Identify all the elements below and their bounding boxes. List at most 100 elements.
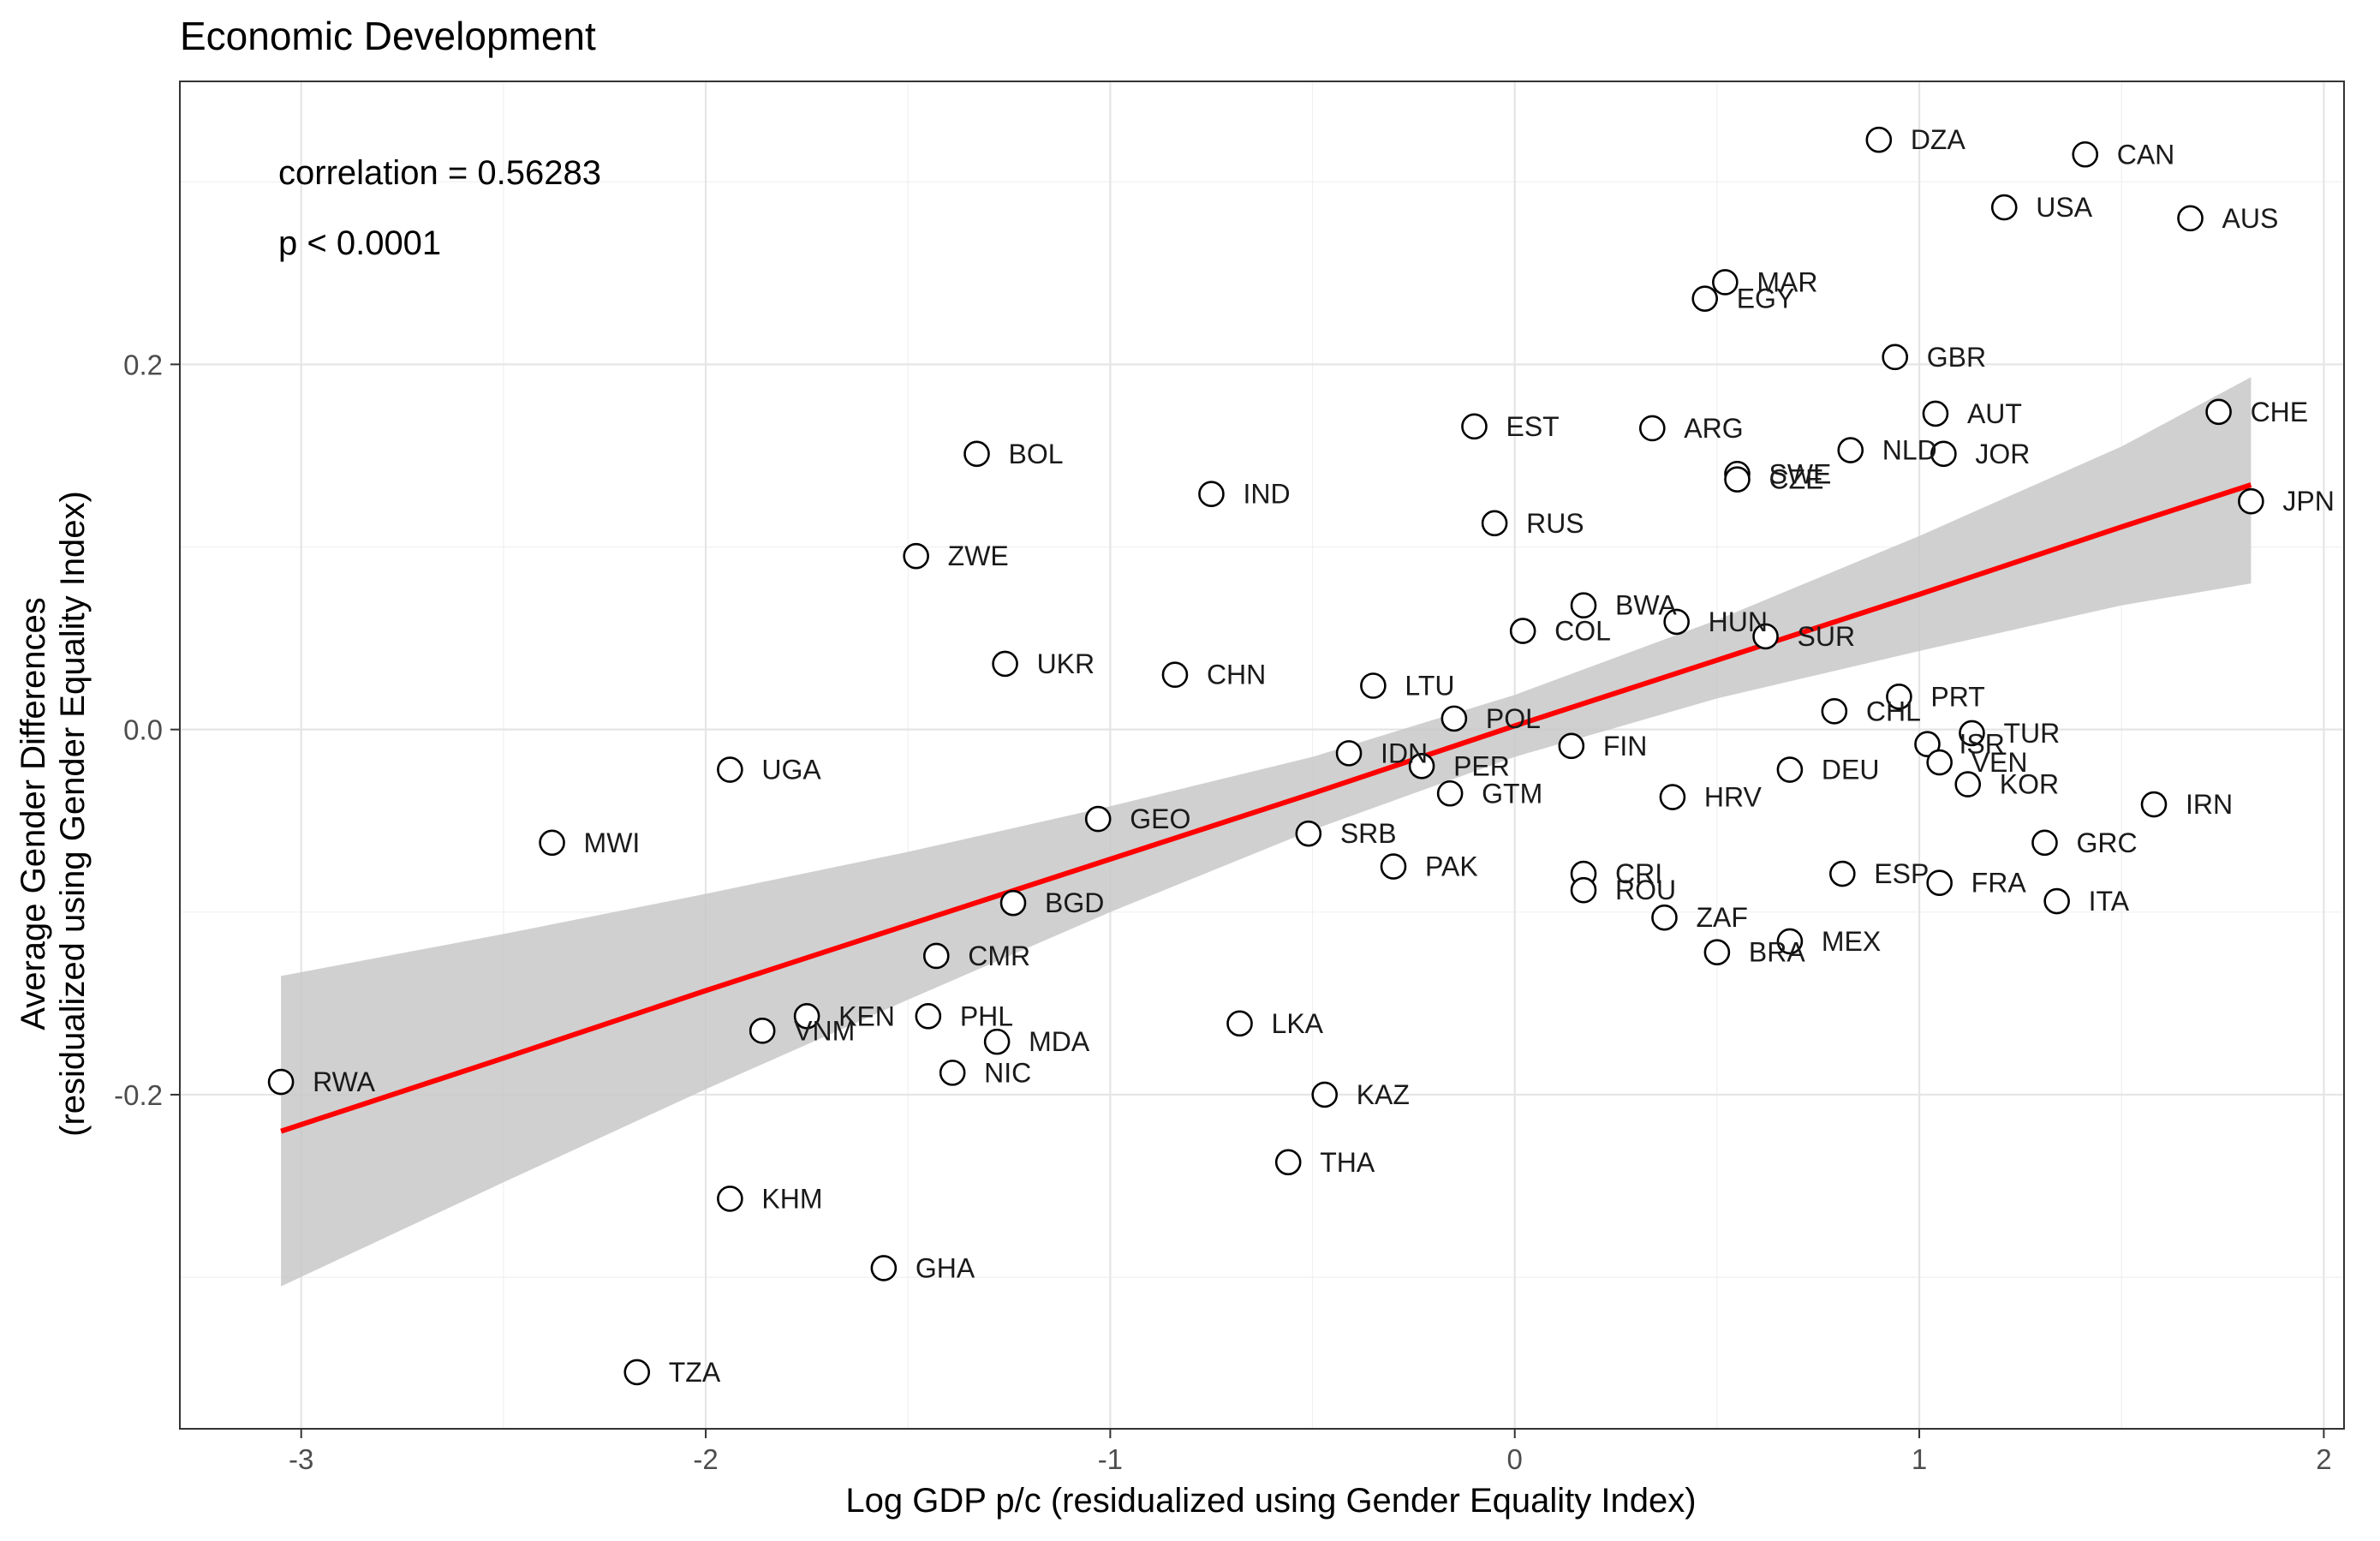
point-label-est: EST — [1506, 411, 1559, 442]
x-axis-title: Log GDP p/c (residualized using Gender E… — [845, 1482, 1696, 1520]
point-rus — [1481, 510, 1508, 537]
point-rwa — [267, 1068, 295, 1096]
point-ita — [2043, 887, 2070, 915]
point-label-tha: THA — [1320, 1147, 1375, 1178]
point-label-col: COL — [1554, 616, 1611, 647]
p-value-annotation: p < 0.0001 — [278, 224, 441, 262]
point-zaf — [1651, 904, 1678, 931]
point-label-swe: SWE — [1769, 458, 1831, 489]
point-label-nic: NIC — [984, 1057, 1031, 1088]
point-label-che: CHE — [2251, 397, 2309, 427]
point-label-jor: JOR — [1975, 439, 2030, 469]
point-label-deu: DEU — [1822, 755, 1880, 785]
point-chn — [1161, 661, 1189, 689]
point-nld — [1837, 437, 1864, 463]
point-irn — [2140, 791, 2168, 818]
point-label-can: CAN — [2117, 139, 2175, 170]
correlation-annotation: correlation = 0.56283 — [278, 154, 601, 192]
point-can — [2072, 140, 2099, 168]
point-vnm — [749, 1018, 776, 1044]
point-label-irn: IRN — [2186, 789, 2233, 820]
point-hun — [1663, 608, 1690, 636]
point-chl — [1821, 698, 1848, 725]
y-axis-title-line-2: (residualized using Gender Equality Inde… — [54, 491, 92, 1137]
point-label-khm: KHM — [761, 1183, 822, 1214]
point-label-rwa: RWA — [313, 1066, 376, 1097]
point-label-pak: PAK — [1425, 851, 1478, 882]
point-label-uga: UGA — [761, 755, 821, 785]
point-label-lka: LKA — [1272, 1008, 1324, 1039]
point-label-gtm: GTM — [1482, 778, 1542, 809]
point-pol — [1441, 705, 1468, 732]
point-label-jpn: JPN — [2282, 486, 2334, 517]
point-aus — [2177, 205, 2204, 232]
point-per — [1408, 752, 1435, 779]
point-fin — [1558, 732, 1585, 760]
point-grc — [2031, 829, 2058, 857]
point-ltu — [1360, 672, 1387, 699]
point-label-fin: FIN — [1603, 731, 1648, 762]
point-phl — [915, 1002, 942, 1030]
point-bol — [963, 440, 990, 468]
point-cze — [1724, 466, 1751, 493]
point-label-dza: DZA — [1911, 124, 1966, 155]
point-usa — [1990, 194, 2018, 221]
point-label-prt: PRT — [1930, 681, 1984, 712]
x-axis: -3 -2 -1 0 1 2 — [289, 1429, 2332, 1475]
point-label-pol: POL — [1486, 703, 1541, 734]
point-label-gbr: GBR — [1927, 342, 1986, 373]
point-ken — [793, 1002, 820, 1030]
point-mar — [1712, 269, 1739, 296]
point-label-rus: RUS — [1526, 508, 1584, 539]
point-label-zaf: ZAF — [1696, 902, 1747, 933]
point-label-aut: AUT — [1967, 398, 2022, 429]
point-kaz — [1311, 1081, 1339, 1108]
point-srb — [1295, 820, 1322, 847]
point-label-mwi: MWI — [584, 827, 641, 858]
point-jor — [1930, 440, 1957, 468]
point-mex — [1776, 928, 1804, 955]
y-tick-label: 0.2 — [123, 349, 163, 380]
x-tick-label: -2 — [693, 1443, 718, 1475]
point-tur — [1959, 720, 1985, 747]
point-mwi — [539, 829, 565, 857]
point-rou — [1570, 876, 1597, 904]
point-label-tza: TZA — [669, 1357, 721, 1388]
point-label-geo: GEO — [1130, 803, 1190, 834]
point-bra — [1703, 939, 1731, 965]
point-label-tur: TUR — [2003, 718, 2060, 749]
point-prt — [1886, 683, 1912, 710]
point-label-mar: MAR — [1757, 266, 1817, 297]
point-label-ind: IND — [1243, 479, 1290, 510]
point-label-chl: CHL — [1866, 696, 1921, 726]
point-tha — [1274, 1149, 1302, 1176]
y-tick-label: 0.0 — [123, 714, 163, 746]
point-sur — [1752, 623, 1779, 650]
y-axis-title-line-1: Average Gender Differences — [15, 597, 52, 1030]
point-ukr — [992, 650, 1018, 678]
point-est — [1461, 413, 1488, 440]
x-tick-label: -3 — [289, 1443, 313, 1475]
point-label-arg: ARG — [1684, 413, 1743, 444]
point-label-zwe: ZWE — [948, 541, 1009, 571]
point-dza — [1865, 126, 1893, 153]
y-tick-label: -0.2 — [114, 1079, 163, 1111]
point-geo — [1084, 805, 1112, 833]
point-label-isr: ISR — [1959, 729, 2004, 760]
point-gtm — [1436, 779, 1464, 807]
point-label-gha: GHA — [916, 1252, 975, 1283]
point-hrv — [1659, 784, 1686, 810]
point-label-ita: ITA — [2089, 886, 2130, 917]
point-isr — [1914, 731, 1941, 758]
point-label-hun: HUN — [1709, 606, 1768, 637]
point-label-chn: CHN — [1207, 660, 1266, 690]
point-label-cri: CRI — [1615, 858, 1662, 889]
point-jpn — [2238, 487, 2264, 515]
point-label-vnm: VNM — [794, 1015, 855, 1046]
point-label-esp: ESP — [1874, 858, 1929, 889]
point-label-ken: KEN — [838, 1000, 895, 1031]
point-label-ltu: LTU — [1405, 671, 1454, 702]
x-tick-label: 0 — [1507, 1443, 1523, 1475]
